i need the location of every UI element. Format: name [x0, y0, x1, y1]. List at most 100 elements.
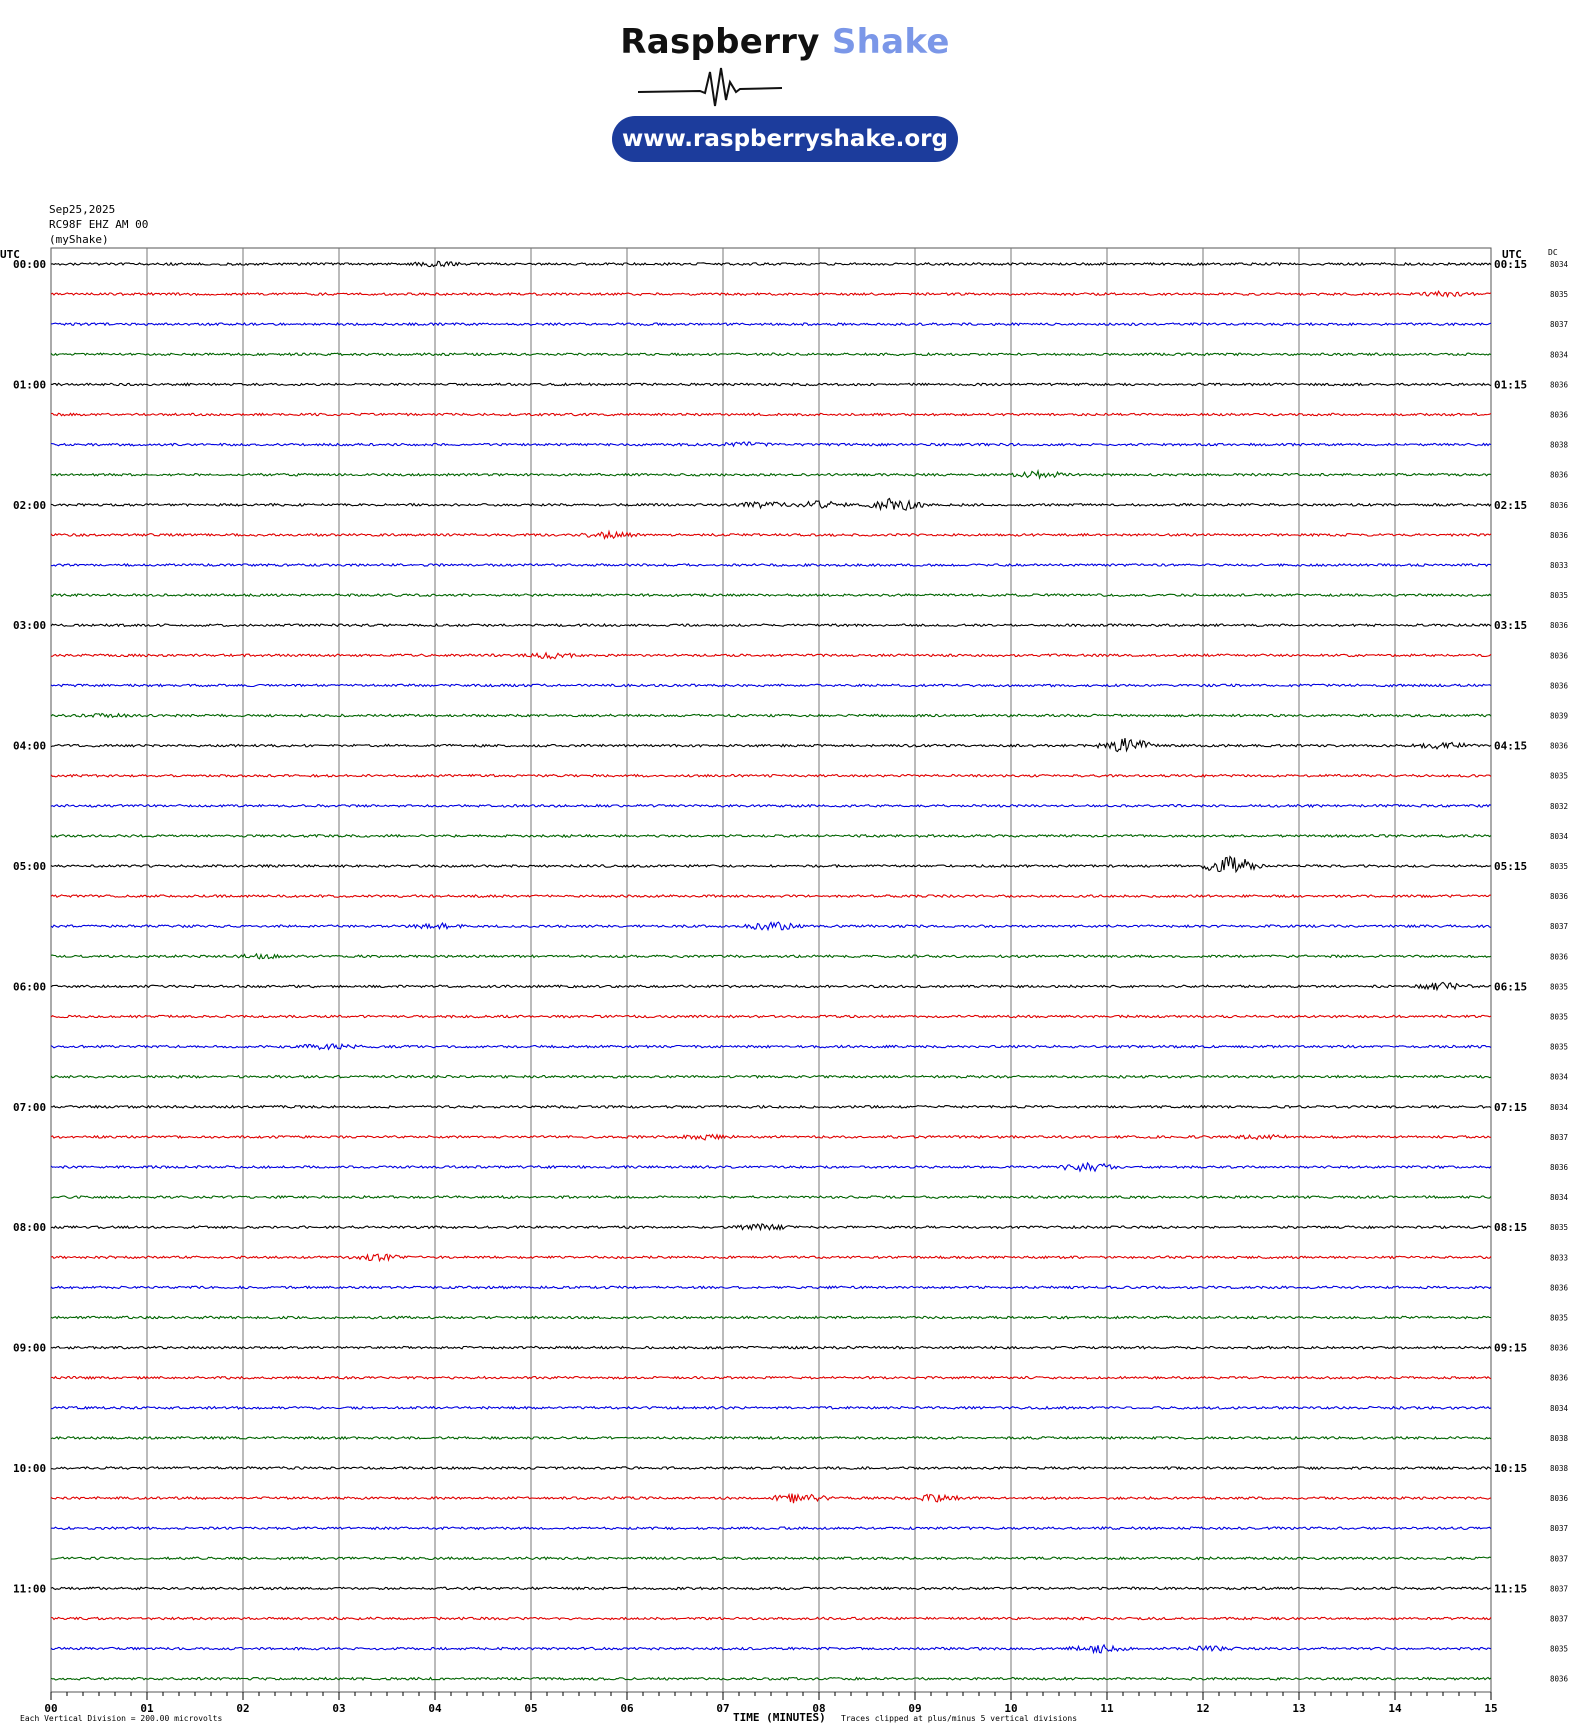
left-time-label: 07:00 [13, 1101, 46, 1114]
dc-column-title: DC [1548, 248, 1558, 257]
website-url-pill[interactable]: www.raspberryshake.org [612, 116, 958, 162]
left-time-label: 04:00 [13, 740, 46, 753]
plot-grid [50, 247, 1492, 1700]
dc-value: 8033 [1550, 1253, 1568, 1262]
brand-word-raspberry: Raspberry [620, 22, 820, 62]
right-time-label: 00:15 [1494, 258, 1527, 271]
seismograph-wave-icon [637, 67, 783, 107]
dc-value: 8036 [1550, 411, 1569, 420]
dc-value: 8036 [1550, 531, 1569, 540]
trace-line [50, 1014, 1492, 1019]
trace-line [50, 1104, 1492, 1110]
trace-line [50, 894, 1492, 899]
dc-value: 8036 [1550, 1494, 1569, 1503]
trace-line [50, 1643, 1492, 1655]
dc-value: 8034 [1550, 1073, 1569, 1082]
trace-line [50, 562, 1492, 568]
trace-line [50, 1345, 1492, 1350]
x-tick-label: 08 [812, 1702, 825, 1715]
left-time-label: 02:00 [13, 499, 46, 512]
left-time-label: 00:00 [13, 258, 46, 271]
trace-line [50, 981, 1492, 992]
x-tick-label: 15 [1484, 1702, 1497, 1715]
right-axis-title: UTC [1502, 248, 1522, 261]
trace-line [50, 352, 1492, 357]
trace-line [50, 952, 1492, 960]
dc-value: 8035 [1550, 1223, 1568, 1232]
dc-value: 8035 [1550, 290, 1568, 299]
trace-line [50, 651, 1492, 660]
dc-value: 8036 [1550, 380, 1569, 389]
dc-value: 8034 [1550, 1404, 1569, 1413]
right-time-label: 07:15 [1494, 1101, 1527, 1114]
dc-value: 8034 [1550, 1103, 1569, 1112]
dc-value: 8035 [1550, 862, 1568, 871]
axis-labels: 00 01 02 03 04 05 06 07 08 09 10 11 12 13 14 15 8034 00:0… [13, 258, 1569, 1715]
dc-value: 8036 [1550, 1374, 1569, 1383]
x-tick-label: 03 [332, 1702, 345, 1715]
dc-value: 8037 [1550, 1524, 1568, 1533]
x-tick-label: 02 [236, 1702, 249, 1715]
x-tick-label: 04 [428, 1702, 442, 1715]
trace-line [50, 1315, 1491, 1320]
trace-line [50, 1253, 1492, 1263]
dc-value: 8037 [1550, 1133, 1568, 1142]
dc-value: 8037 [1550, 1584, 1568, 1593]
x-tick-label: 14 [1388, 1702, 1402, 1715]
trace-line [50, 833, 1492, 839]
dc-value: 8038 [1550, 1434, 1569, 1443]
dc-value: 8035 [1550, 1043, 1568, 1052]
trace-line [50, 1074, 1492, 1079]
dc-value: 8036 [1550, 471, 1569, 480]
right-time-label: 03:15 [1494, 619, 1527, 632]
left-axis-title: UTC [0, 248, 20, 261]
dc-value: 8037 [1550, 1615, 1568, 1624]
left-time-label: 08:00 [13, 1221, 46, 1234]
dc-value: 8036 [1550, 681, 1569, 690]
dc-value: 8038 [1550, 1464, 1569, 1473]
right-time-label: 05:15 [1494, 860, 1527, 873]
dc-value: 8035 [1550, 1013, 1568, 1022]
dc-value: 8037 [1550, 320, 1568, 329]
left-time-label: 03:00 [13, 619, 46, 632]
trace-line [50, 1375, 1492, 1380]
right-time-label: 11:15 [1494, 1582, 1527, 1595]
dc-value: 8036 [1550, 501, 1569, 510]
trace-line [50, 289, 1492, 299]
trace-line [50, 593, 1492, 598]
clip-note: Traces clipped at plus/minus 5 vertical … [841, 1714, 1077, 1723]
dc-value: 8035 [1550, 982, 1568, 991]
trace-line [50, 441, 1492, 448]
plot-date: Sep25,2025 [49, 203, 116, 216]
right-time-label: 09:15 [1494, 1342, 1527, 1355]
dc-value: 8033 [1550, 561, 1568, 570]
trace-line [50, 1223, 1492, 1232]
dc-value: 8035 [1550, 1314, 1568, 1323]
dc-value: 8032 [1550, 802, 1568, 811]
trace-line [50, 855, 1492, 874]
right-time-label: 02:15 [1494, 499, 1527, 512]
trace-line [50, 1676, 1492, 1681]
trace-line [50, 1042, 1492, 1051]
trace-line [50, 712, 1492, 719]
trace-line [50, 1405, 1492, 1410]
trace-line [51, 1556, 1492, 1561]
trace-line [50, 497, 1492, 512]
dc-value: 8036 [1550, 952, 1569, 961]
left-time-label: 06:00 [13, 980, 46, 993]
x-tick-label: 05 [524, 1702, 537, 1715]
left-time-label: 09:00 [13, 1342, 46, 1355]
trace-line [50, 260, 1492, 268]
left-time-label: 01:00 [13, 378, 46, 391]
trace-line [50, 322, 1492, 327]
trace-line [50, 1285, 1492, 1290]
trace-line [50, 1133, 1492, 1141]
dc-value: 8035 [1550, 1645, 1568, 1654]
right-time-label: 06:15 [1494, 980, 1527, 993]
x-tick-label: 06 [620, 1702, 634, 1715]
x-axis-title: TIME (MINUTES) [733, 1711, 826, 1724]
right-time-label: 04:15 [1494, 740, 1527, 753]
dc-value: 8035 [1550, 772, 1568, 781]
trace-line [50, 1586, 1492, 1591]
